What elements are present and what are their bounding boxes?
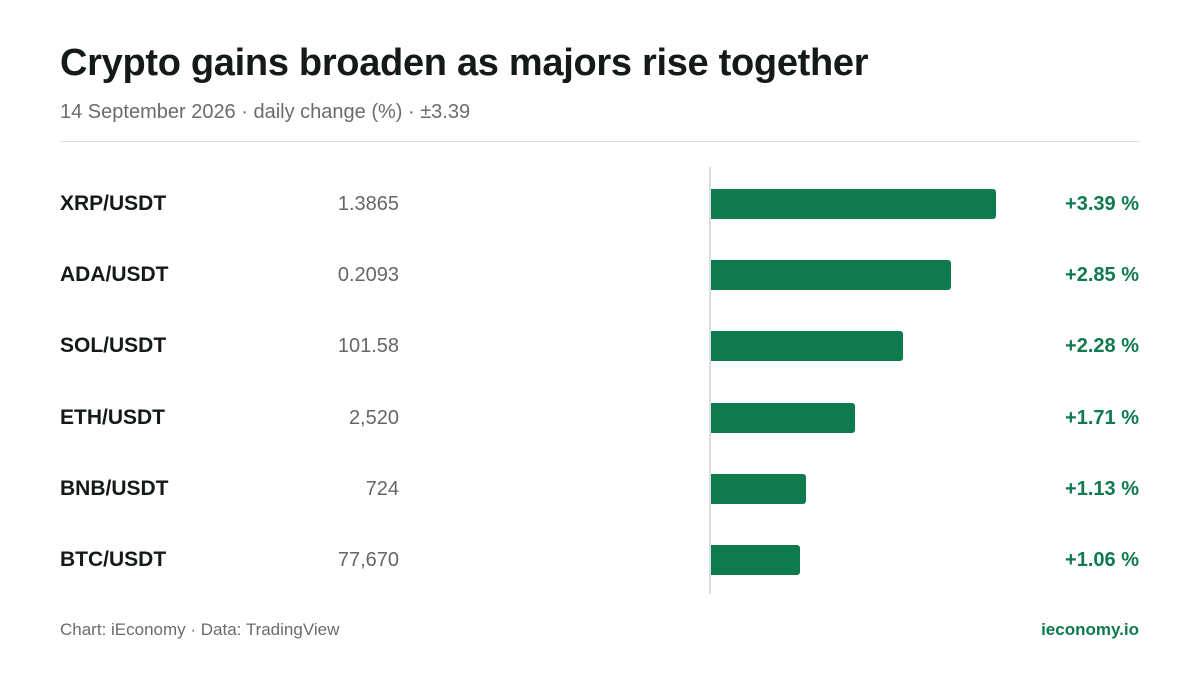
pair-label: XRP/USDT (60, 192, 167, 215)
change-value-label: +3.39 % (1065, 193, 1139, 215)
change-bar (711, 402, 855, 433)
change-bar (711, 260, 951, 291)
table-row: XRP/USDT 1.3865 +3.39 % (0, 189, 1200, 249)
pair-label: BTC/USDT (60, 548, 167, 571)
change-value-label: +1.71 % (1065, 406, 1139, 429)
price-value: 101.58 (337, 335, 399, 358)
table-row: ETH/USDT 2,520 +1.71 % (0, 402, 1200, 463)
pair-label: ETH/USDT (60, 405, 165, 429)
pair-label: BNB/USDT (60, 476, 169, 500)
price-value: 1.3865 (337, 193, 399, 215)
footer-brand-link[interactable]: ieconomy.io (1041, 620, 1139, 639)
chart-title: Crypto gains broaden as majors rise toge… (60, 42, 869, 84)
change-value-label: +2.85 % (1065, 264, 1139, 287)
price-value: 0.2093 (337, 264, 399, 287)
change-value-label: +1.13 % (1065, 477, 1139, 500)
change-bar (711, 331, 903, 362)
pair-label: ADA/USDT (60, 263, 169, 287)
price-value: 2,520 (348, 406, 399, 429)
chart-subtitle: 14 September 2026 · daily change (%) · ±… (60, 101, 471, 123)
pair-label: SOL/USDT (60, 334, 167, 358)
table-row: SOL/USDT 101.58 +2.28 % (0, 331, 1200, 391)
price-value: 724 (365, 477, 399, 500)
change-value-label: +2.28 % (1065, 335, 1139, 358)
zero-axis-line (709, 167, 711, 594)
change-bar (711, 545, 801, 575)
header-divider (60, 141, 1140, 142)
table-row: BTC/USDT 77,670 +1.06 % (0, 545, 1200, 605)
price-value: 77,670 (337, 549, 399, 571)
change-bar (711, 473, 806, 504)
footer-credit: Chart: iEconomy · Data: TradingView (60, 620, 340, 639)
change-bar (711, 189, 996, 219)
table-row: BNB/USDT 724 +1.13 % (0, 473, 1200, 534)
change-value-label: +1.06 % (1065, 549, 1139, 571)
table-row: ADA/USDT 0.2093 +2.85 % (0, 260, 1200, 320)
